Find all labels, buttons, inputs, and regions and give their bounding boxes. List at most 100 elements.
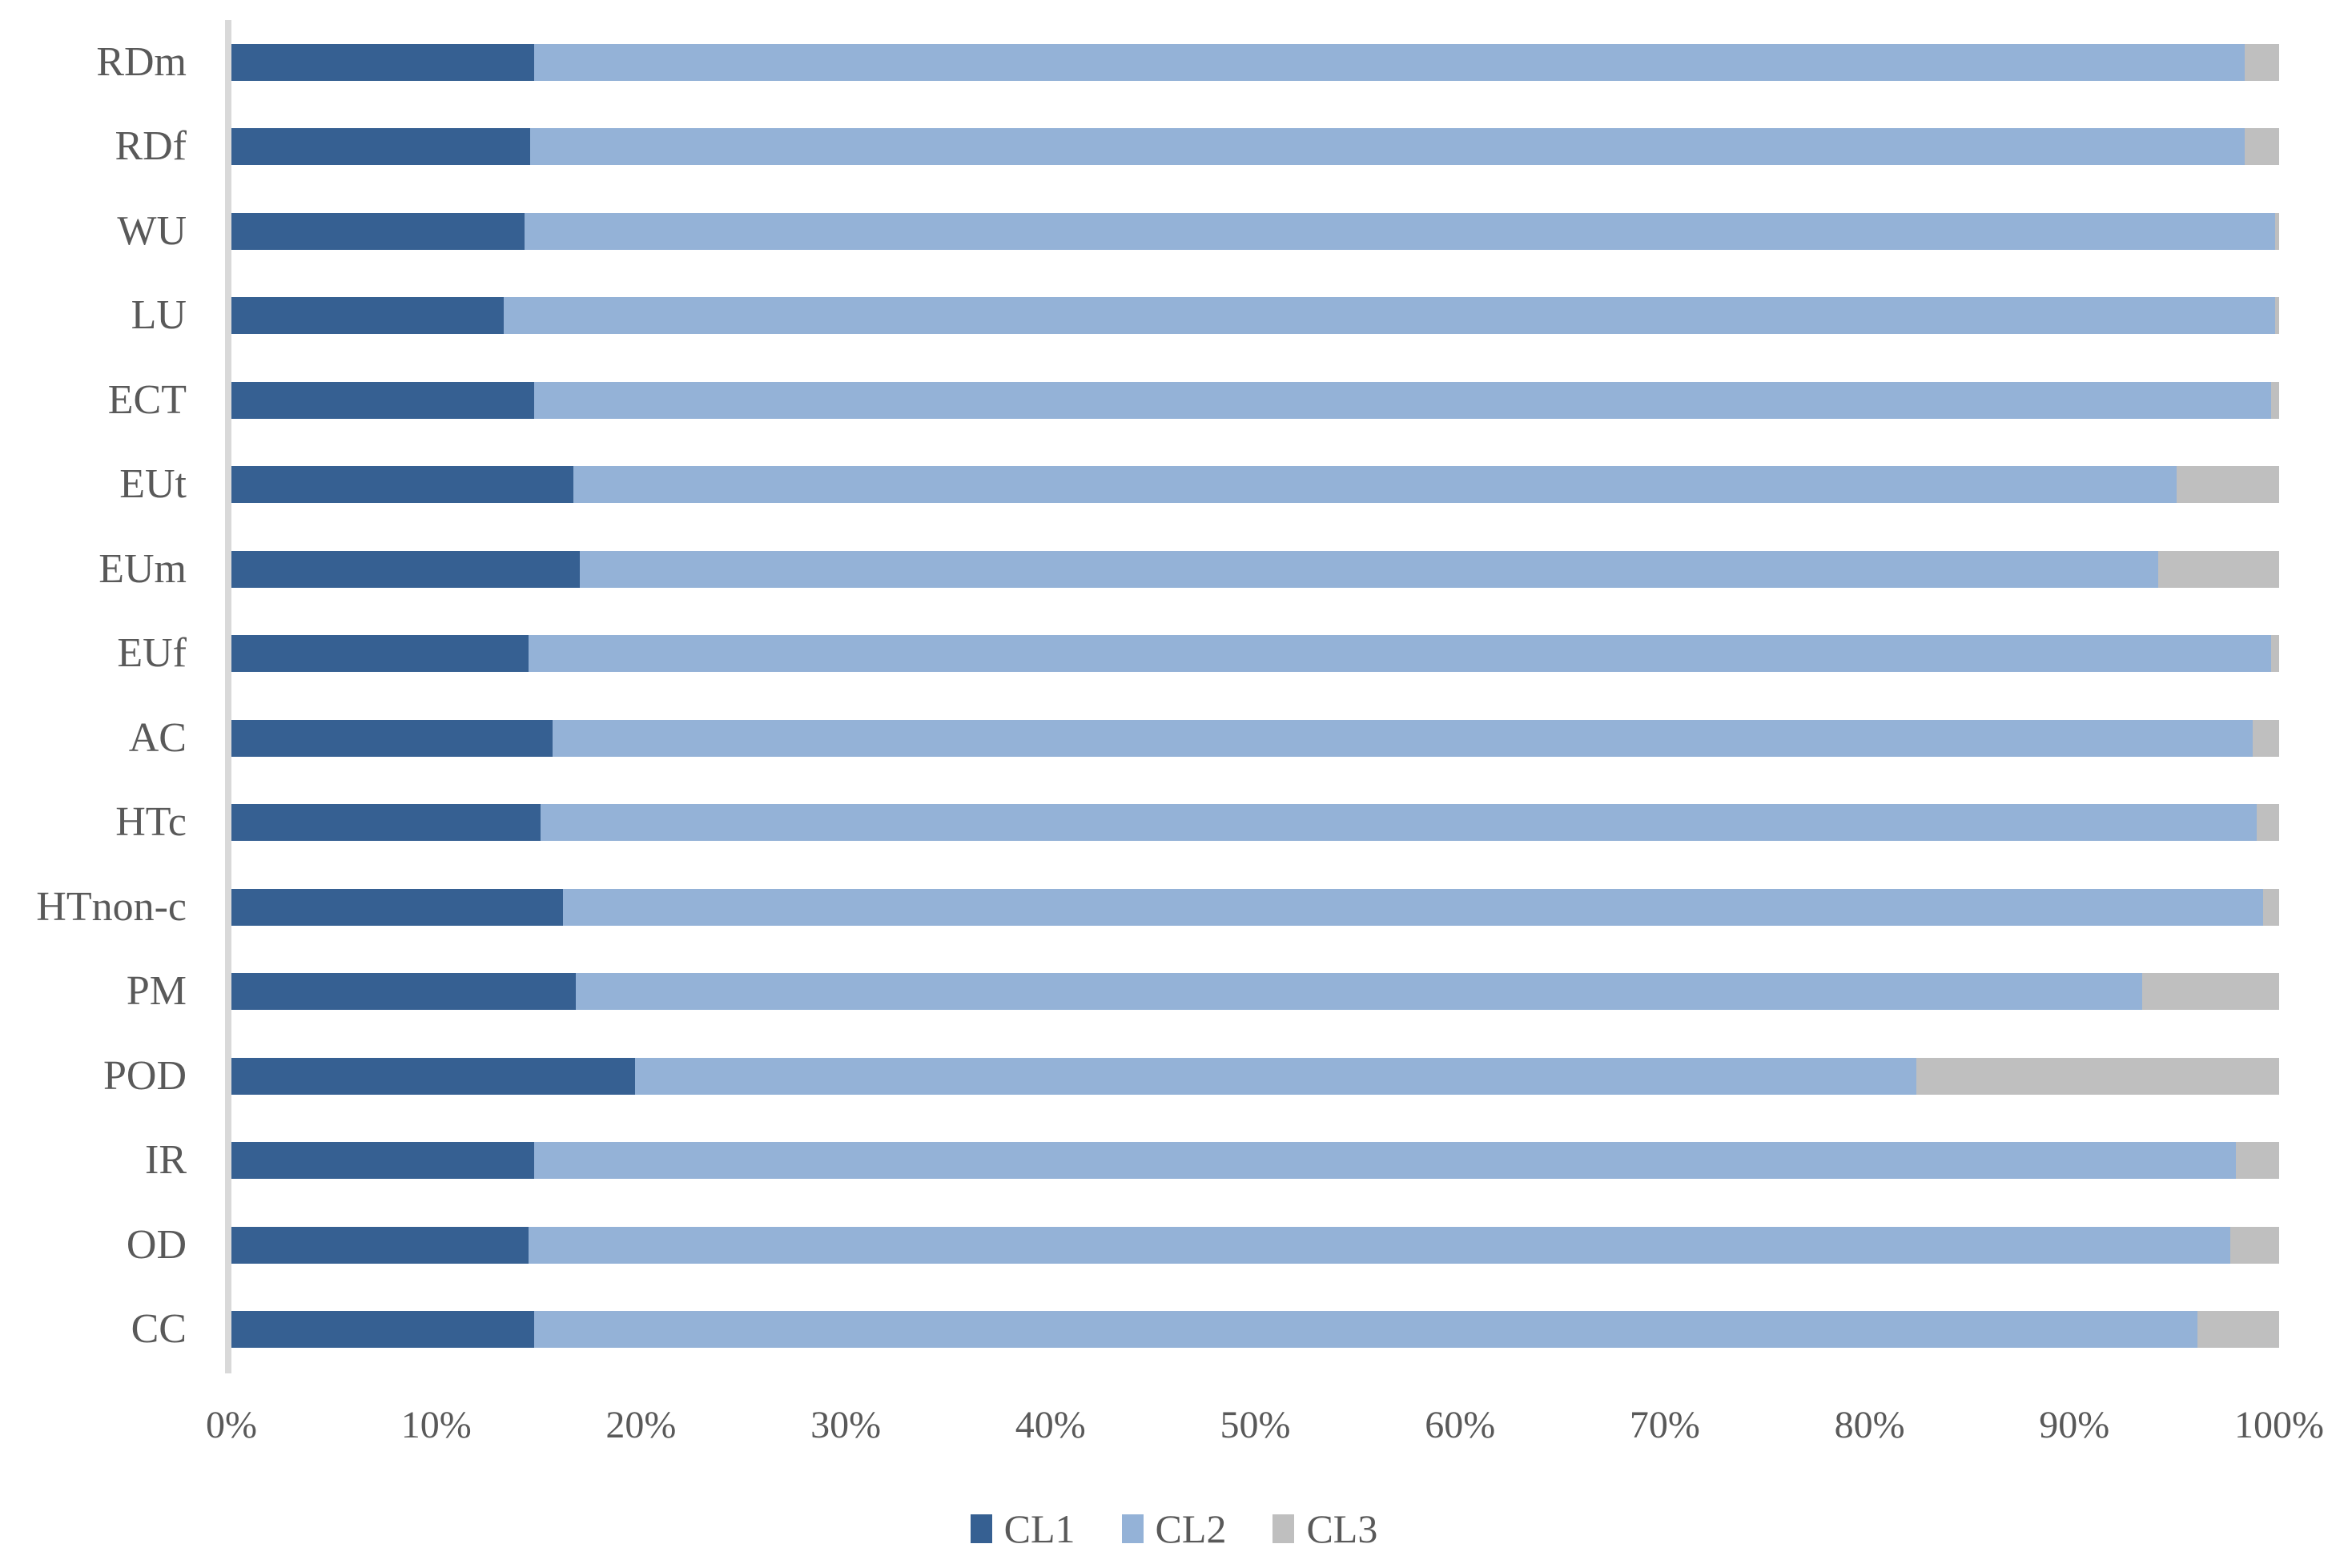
bar-segment-cl3 [2252, 719, 2279, 757]
legend-label: CL1 [1003, 1506, 1075, 1551]
bar-track [231, 888, 2279, 926]
x-axis-tick-label: 30% [810, 1404, 882, 1446]
x-axis-tick-label: 100% [2234, 1404, 2324, 1446]
chart-row: LU [0, 274, 2279, 359]
legend-label: CL3 [1306, 1506, 1378, 1551]
legend-label: CL2 [1155, 1506, 1227, 1551]
bar-segment-cl1 [231, 719, 553, 757]
bar-segment-cl2 [573, 466, 2177, 504]
bar-track [231, 43, 2279, 81]
category-label: PM [126, 968, 187, 1015]
x-axis-tick-label: 60% [1425, 1404, 1496, 1446]
bar-track [231, 550, 2279, 588]
chart-row: WU [0, 189, 2279, 274]
legend-swatch-cl1 [970, 1514, 992, 1543]
bar-segment-cl2 [563, 888, 2263, 926]
chart-row: AC [0, 696, 2279, 781]
bar-segment-cl2 [530, 128, 2245, 166]
bar-segment-cl2 [541, 804, 2257, 842]
bar-segment-cl3 [2270, 635, 2279, 673]
category-label: WU [117, 207, 187, 254]
bar-segment-cl1 [231, 212, 525, 250]
chart-row: EUt [0, 443, 2279, 528]
chart-row: EUf [0, 612, 2279, 697]
bar-segment-cl2 [534, 381, 2271, 419]
y-axis-line [225, 20, 231, 1373]
category-label: RDm [96, 38, 187, 85]
bar-segment-cl2 [553, 719, 2253, 757]
bar-segment-cl2 [528, 635, 2271, 673]
x-axis-tick-label: 10% [400, 1404, 472, 1446]
chart-row: RDm [0, 20, 2279, 105]
bar-track [231, 804, 2279, 842]
bar-track [231, 1311, 2279, 1349]
category-label: CC [131, 1306, 187, 1353]
bar-segment-cl2 [528, 1226, 2230, 1264]
chart-row: RDf [0, 105, 2279, 190]
bar-segment-cl1 [231, 1057, 635, 1095]
bar-segment-cl3 [2262, 888, 2279, 926]
category-label: IR [145, 1137, 187, 1184]
bar-segment-cl3 [2244, 43, 2279, 81]
category-label: EUf [117, 630, 187, 677]
bar-segment-cl2 [524, 212, 2275, 250]
bar-segment-cl1 [231, 888, 564, 926]
bar-track [231, 297, 2279, 335]
legend-item-cl2: CL2 [1121, 1506, 1227, 1551]
x-axis-tick-label: 90% [2039, 1404, 2110, 1446]
x-axis-tick-label: 0% [206, 1404, 257, 1446]
category-label: LU [131, 292, 187, 339]
legend-swatch-cl2 [1121, 1514, 1144, 1543]
bar-track [231, 1226, 2279, 1264]
bar-segment-cl1 [231, 804, 541, 842]
bar-track [231, 973, 2279, 1011]
bar-segment-cl3 [2229, 1226, 2279, 1264]
bar-segment-cl2 [575, 973, 2142, 1011]
bar-segment-cl2 [534, 1311, 2197, 1349]
bar-track [231, 1057, 2279, 1095]
bar-segment-cl1 [231, 466, 574, 504]
x-axis-tick-label: 70% [1629, 1404, 1700, 1446]
bar-segment-cl1 [231, 43, 535, 81]
plot-area: RDm RDf WU LU ECT EUt EUm EUf AC HTc HTnon-c PM POD I… [0, 20, 2279, 1372]
chart-row: POD [0, 1034, 2279, 1119]
bar-segment-cl2 [634, 1057, 1917, 1095]
bar-track [231, 635, 2279, 673]
bar-segment-cl3 [1916, 1057, 2279, 1095]
bar-track [231, 466, 2279, 504]
bar-segment-cl3 [2158, 550, 2279, 588]
x-axis-tick-label: 50% [1220, 1404, 1291, 1446]
bar-segment-cl3 [2141, 973, 2279, 1011]
legend-item-cl1: CL1 [970, 1506, 1075, 1551]
bar-segment-cl1 [231, 1311, 535, 1349]
bar-segment-cl1 [231, 635, 529, 673]
category-label: HTc [115, 799, 187, 846]
category-label: OD [126, 1221, 187, 1268]
bar-segment-cl2 [504, 297, 2275, 335]
bar-segment-cl1 [231, 381, 535, 419]
bar-segment-cl1 [231, 297, 505, 335]
legend-item-cl3: CL3 [1273, 1509, 1377, 1549]
chart-row: OD [0, 1203, 2279, 1288]
chart-row: HTnon-c [0, 865, 2279, 950]
bar-segment-cl3 [2274, 297, 2279, 335]
bar-segment-cl3 [2274, 212, 2279, 250]
bar-track [231, 719, 2279, 757]
chart-row: EUm [0, 527, 2279, 612]
bar-segment-cl2 [534, 43, 2245, 81]
x-axis: 0% 10% 20% 30% 40% 50% 60% 70% 80% 90% 100% [0, 1397, 2348, 1453]
legend-swatch-cl3 [1273, 1514, 1295, 1543]
bar-segment-cl3 [2256, 804, 2279, 842]
bar-segment-cl3 [2197, 1311, 2279, 1349]
category-label: POD [103, 1052, 187, 1099]
chart-row: HTc [0, 781, 2279, 866]
category-label: HTnon-c [36, 883, 187, 930]
category-label: ECT [107, 376, 187, 423]
bar-track [231, 128, 2279, 166]
bar-segment-cl1 [231, 973, 576, 1011]
bar-segment-cl1 [231, 1226, 529, 1264]
bar-segment-cl3 [2244, 128, 2279, 166]
x-axis-tick-label: 20% [605, 1404, 677, 1446]
x-axis-tick-label: 40% [1015, 1404, 1086, 1446]
bar-segment-cl3 [2177, 466, 2279, 504]
